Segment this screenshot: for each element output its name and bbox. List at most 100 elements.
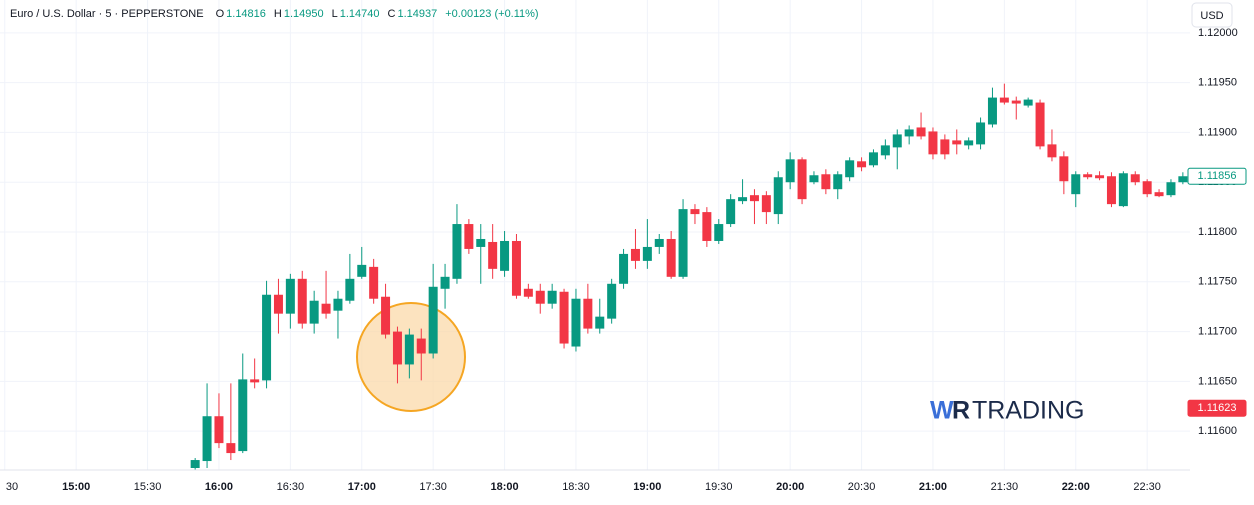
candle-body [892, 134, 902, 148]
x-tick-label: 17:30 [419, 481, 447, 493]
ohlc-value: 1.14950 [284, 8, 324, 20]
candle-body [345, 278, 355, 301]
currency-box[interactable] [1191, 2, 1233, 28]
candle-body [964, 140, 974, 146]
candle-body [1035, 102, 1045, 147]
candle-body [1023, 99, 1033, 106]
x-tick-label: 18:00 [490, 481, 518, 493]
x-tick-label: 17:00 [348, 481, 376, 493]
candle-body [571, 298, 581, 347]
candle-body [690, 209, 700, 215]
candle-body [773, 177, 783, 215]
candle-body [369, 266, 379, 299]
price-marker-label: 1.11856 [1198, 170, 1237, 182]
price-marker-label: 1.11623 [1198, 402, 1237, 414]
candle-body [714, 224, 724, 241]
candle-body [987, 97, 997, 125]
candle-body [238, 379, 248, 452]
candle-body [595, 316, 605, 329]
candle-body [630, 248, 640, 261]
header: Euro / U.S. Dollar · 5 · PEPPERSTONE O 1.1… [10, 8, 539, 20]
candle-body [833, 174, 843, 190]
x-tick-label: 21:30 [991, 481, 1019, 493]
candle-body [416, 338, 426, 354]
candle-body [1118, 173, 1128, 207]
candle-body [666, 238, 676, 277]
candle-body [1059, 156, 1069, 182]
candle-body [523, 288, 533, 297]
candle-body [928, 131, 938, 155]
ohlc-letter: C [388, 8, 396, 20]
candle-body [1071, 174, 1081, 195]
y-tick-label: 1.11800 [1198, 226, 1237, 238]
x-tick-label: 30 [6, 481, 18, 493]
x-tick-label: 18:30 [562, 481, 590, 493]
candle-body [404, 334, 414, 365]
candle-body [381, 296, 391, 335]
candle-body [321, 303, 331, 314]
y-tick-label: 1.11750 [1198, 276, 1237, 288]
logo-text: TRADING [972, 397, 1085, 425]
candle-body [1095, 175, 1105, 179]
x-tick-label: 21:00 [919, 481, 947, 493]
x-tick-label: 15:00 [62, 481, 90, 493]
candle-body [738, 197, 748, 202]
logo-w: W [930, 397, 954, 425]
candle-body [642, 246, 652, 261]
candle-body [583, 298, 593, 329]
y-tick-label: 1.12000 [1198, 27, 1238, 39]
candle-body [464, 224, 474, 249]
candle-body [309, 300, 319, 324]
ohlc-letter: L [332, 8, 338, 20]
candle-body [476, 238, 486, 247]
logo-r: R [952, 397, 970, 425]
candle-body [904, 129, 914, 137]
candle-body [857, 161, 867, 168]
x-tick-label: 15:30 [134, 481, 162, 493]
candle-body [1011, 100, 1021, 104]
candle-body [559, 291, 569, 344]
candle-body [880, 145, 890, 156]
ohlc-value: 1.14937 [397, 8, 437, 20]
candle-body [916, 127, 926, 137]
grid [0, 0, 1190, 470]
candle-body [297, 278, 307, 324]
candle-body [214, 416, 224, 444]
candle-body [547, 290, 557, 304]
axes: 1.120001.119501.119001.118501.118001.117… [6, 27, 1247, 493]
candle-body [702, 212, 712, 241]
change: +0.00123 (+0.11%) [445, 8, 538, 20]
price-marker [1187, 167, 1247, 185]
x-tick-label: 22:30 [1133, 481, 1161, 493]
logo: W R TRADING [930, 397, 1085, 425]
y-tick-label: 1.11700 [1198, 325, 1237, 337]
candle-body [785, 159, 795, 183]
candle-body [1130, 174, 1140, 183]
currency[interactable]: USD [1200, 10, 1223, 22]
candle-body [357, 264, 367, 277]
candle-body [976, 122, 986, 145]
candle-body [273, 294, 283, 314]
x-tick-label: 22:00 [1062, 481, 1090, 493]
candle-body [440, 276, 450, 289]
candle-body [500, 240, 510, 271]
candle-body [749, 195, 759, 202]
candle-body [809, 175, 819, 183]
candle-body [1166, 182, 1176, 196]
candle-body [1106, 176, 1116, 205]
ohlc-value: 1.14816 [226, 8, 266, 20]
candle-body [262, 294, 272, 381]
candle-body [999, 97, 1009, 103]
candle-body [1083, 174, 1093, 178]
price-marker [1187, 399, 1247, 417]
candle-body [952, 140, 962, 145]
x-tick-label: 20:30 [848, 481, 876, 493]
candle-body [226, 443, 236, 454]
x-tick-label: 16:00 [205, 481, 233, 493]
candle-body [761, 195, 771, 213]
candle-body [845, 160, 855, 178]
candle-body [452, 224, 462, 279]
candle-body [868, 152, 878, 166]
candle-body [678, 209, 688, 277]
